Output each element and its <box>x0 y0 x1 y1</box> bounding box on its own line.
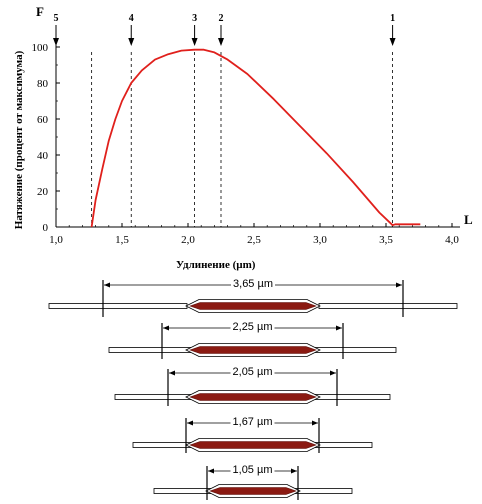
sarcomere-diagram: 2,25 µm <box>108 321 397 359</box>
thin-filament-right <box>318 303 458 309</box>
marker-arrow-head <box>128 38 135 46</box>
thick-filament <box>189 441 317 449</box>
sarcomere-diagram: 1,67 µm <box>132 416 373 453</box>
marker-arrow-head <box>191 38 198 46</box>
length-arrow-head-left <box>208 468 214 474</box>
sarcomere-length-label: 1,67 µm <box>233 416 273 428</box>
length-arrow-head-left <box>187 420 193 426</box>
y-tick-label: 0 <box>43 222 49 234</box>
y-tick-label: 20 <box>37 186 49 198</box>
length-arrow-head-right <box>291 468 297 474</box>
length-label-bg <box>231 278 275 289</box>
thick-filament <box>209 487 297 495</box>
sarcomere-diagram: 3,65 µm <box>48 278 458 317</box>
x-tick-label: 1,5 <box>115 234 129 246</box>
marker-arrow-head <box>389 38 396 46</box>
y-axis-letter: F <box>36 4 44 19</box>
thin-filament-left <box>48 303 188 309</box>
tension-curve <box>90 48 421 228</box>
thick-filament <box>189 302 317 310</box>
marker-label: 2 <box>219 13 224 24</box>
marker-label: 3 <box>192 13 197 24</box>
length-arrow-head-left <box>104 282 110 288</box>
length-arrow-head-left <box>163 325 169 331</box>
x-tick-label: 3,0 <box>313 234 327 246</box>
x-tick-label: 2,0 <box>181 234 195 246</box>
x-tick-label: 4,0 <box>445 234 459 246</box>
y-tick-label: 40 <box>37 150 49 162</box>
marker-label: 1 <box>390 13 395 24</box>
sarcomere-diagrams: 3,65 µm 2,25 µm 2,05 µm 1,67 µm 1,05 µm <box>48 278 458 500</box>
length-label-bg <box>230 416 275 427</box>
y-tick-label: 60 <box>37 114 49 126</box>
length-arrow-head-right <box>336 325 342 331</box>
thick-filament <box>189 393 317 401</box>
x-tick-label: 2,5 <box>247 234 261 246</box>
x-axis-letter: L <box>464 212 473 227</box>
marker-arrow-head <box>53 38 59 46</box>
x-axis-title: Удлинение (µm) <box>176 259 256 271</box>
length-label-bg <box>230 464 275 475</box>
sarcomere-length-label: 3,65 µm <box>233 278 273 290</box>
length-label-bg <box>230 321 275 332</box>
marker-label: 5 <box>54 13 59 24</box>
y-tick-label: 100 <box>32 42 49 54</box>
sarcomere-length-label: 1,05 µm <box>233 464 273 476</box>
length-label-bg <box>230 366 275 377</box>
sarcomere-length-label: 2,25 µm <box>233 321 273 333</box>
thick-filament <box>189 346 317 354</box>
y-axis-title: Натяжение (процент от максимума) <box>13 50 25 229</box>
sarcomere-diagram: 1,05 µm <box>153 464 353 500</box>
y-tick-label: 80 <box>37 78 49 90</box>
length-arrow-head-left <box>169 370 175 376</box>
tension-plot: 1,0 1,5 2,0 2,5 3,0 3,5 4,0 0 20 40 60 80 100 F L Удлин… <box>13 4 473 271</box>
length-arrow-head-right <box>312 420 318 426</box>
x-tick-label: 3,5 <box>379 234 393 246</box>
marker-arrow-head <box>218 38 224 46</box>
sarcomere-length-label: 2,05 µm <box>233 366 273 378</box>
sarcomere-diagram: 2,05 µm <box>114 366 391 406</box>
length-arrow-head-right <box>330 370 336 376</box>
marker-label: 4 <box>129 13 134 24</box>
x-tick-label: 1,0 <box>49 234 63 246</box>
length-arrow-head-right <box>396 282 402 288</box>
